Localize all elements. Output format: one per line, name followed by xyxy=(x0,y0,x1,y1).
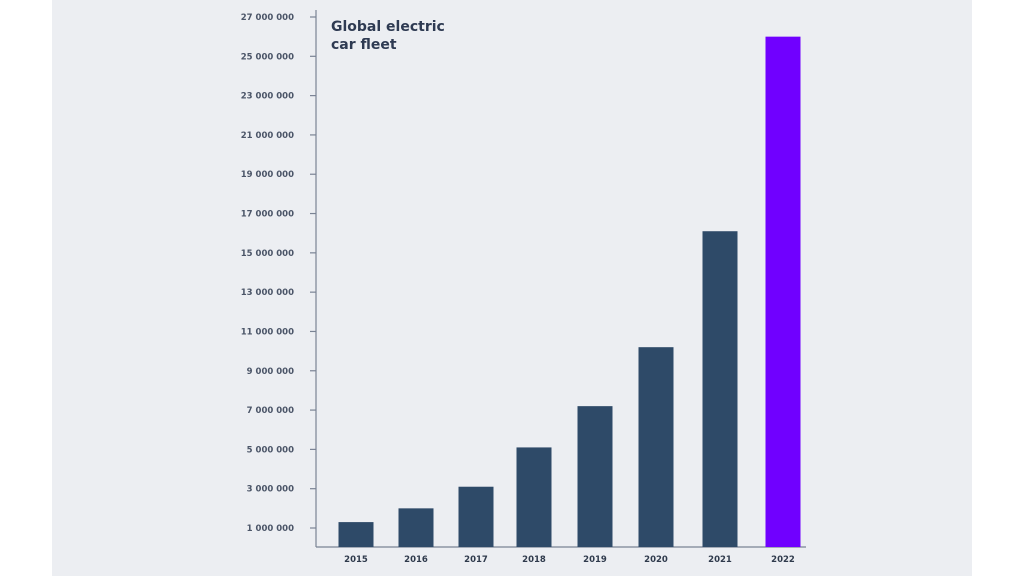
y-tick-label: 27 000 000 xyxy=(241,13,294,23)
chart-title-line-2: car fleet xyxy=(331,37,397,53)
x-tick-label: 2017 xyxy=(464,555,488,565)
y-tick-label: 25 000 000 xyxy=(241,52,294,62)
bar-2020 xyxy=(638,347,674,547)
bar-2016 xyxy=(398,508,434,547)
chart-panel xyxy=(52,0,972,576)
y-tick-label: 9 000 000 xyxy=(247,367,294,377)
x-tick-label: 2019 xyxy=(583,555,607,565)
bar-2019 xyxy=(577,406,613,547)
y-tick-label: 23 000 000 xyxy=(241,92,294,102)
bar-2022 xyxy=(765,36,801,548)
x-tick-label: 2018 xyxy=(522,555,546,565)
x-tick-label: 2016 xyxy=(404,555,428,565)
y-tick-label: 1 000 000 xyxy=(247,524,294,534)
y-tick-label: 19 000 000 xyxy=(241,170,294,180)
chart-title-line-1: Global electric xyxy=(331,19,445,35)
x-tick-label: 2021 xyxy=(708,555,732,565)
y-tick-label: 5 000 000 xyxy=(247,445,294,455)
bar-2021 xyxy=(702,231,738,547)
x-tick-label: 2020 xyxy=(644,555,668,565)
x-tick-label: 2022 xyxy=(771,555,795,565)
y-tick-label: 17 000 000 xyxy=(241,210,294,220)
x-tick-label: 2015 xyxy=(344,555,368,565)
y-tick-label: 13 000 000 xyxy=(241,288,294,298)
y-tick-label: 21 000 000 xyxy=(241,131,294,141)
bar-2018 xyxy=(516,447,552,547)
y-tick-label: 7 000 000 xyxy=(247,406,294,416)
y-tick-label: 3 000 000 xyxy=(247,485,294,495)
bar-2017 xyxy=(458,486,494,547)
y-tick-label: 11 000 000 xyxy=(241,327,294,337)
y-tick-label: 15 000 000 xyxy=(241,249,294,259)
bar-2015 xyxy=(338,522,374,547)
